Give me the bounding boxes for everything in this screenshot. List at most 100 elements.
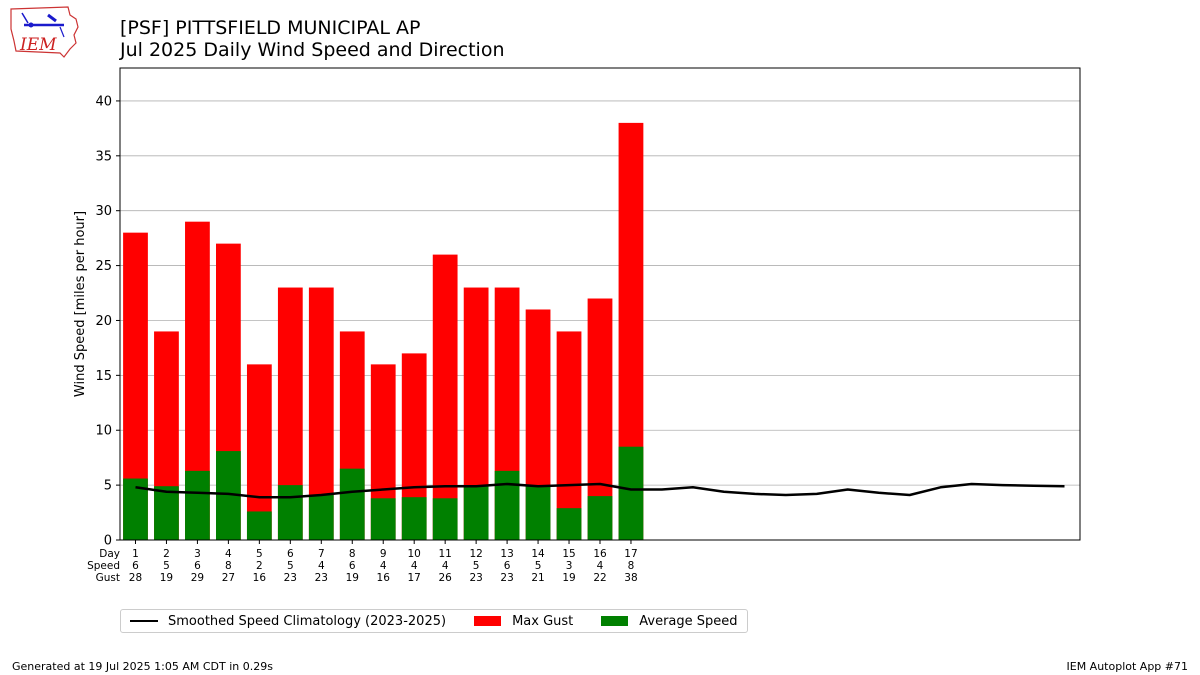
y-tick-label: 30 xyxy=(95,204,112,219)
gust-label: 23 xyxy=(469,572,482,584)
speed-label: 8 xyxy=(225,560,232,572)
logo-text: IEM xyxy=(19,35,57,55)
speed-label: 5 xyxy=(163,560,170,572)
day-label: 17 xyxy=(624,548,637,560)
y-tick-label: 15 xyxy=(95,369,112,384)
gust-label: 17 xyxy=(408,572,421,584)
speed-label: 5 xyxy=(287,560,294,572)
legend-line-swatch xyxy=(130,620,158,622)
average-speed-bar xyxy=(246,511,272,540)
legend-item-average-speed: Average Speed xyxy=(601,613,738,629)
y-axis-ticks: 0 5 10 15 20 25 30 35 40 xyxy=(95,94,120,549)
average-speed-bar xyxy=(587,496,613,540)
day-label: 11 xyxy=(438,548,451,560)
speed-label: 5 xyxy=(535,560,542,572)
y-tick-label: 20 xyxy=(95,314,112,329)
y-tick-label: 40 xyxy=(95,94,112,109)
average-speed-bar xyxy=(370,498,396,540)
speed-label: 6 xyxy=(194,560,201,572)
gust-label: 19 xyxy=(562,572,575,584)
max-gust-bar xyxy=(556,331,582,540)
gust-label: 21 xyxy=(531,572,544,584)
day-label: 3 xyxy=(194,548,201,560)
average-speed-bar xyxy=(432,498,458,540)
app-credit: IEM Autoplot App #71 xyxy=(1066,660,1189,673)
average-speed-bar xyxy=(525,485,551,540)
day-label: 10 xyxy=(408,548,421,560)
speed-label: 6 xyxy=(132,560,139,572)
average-speed-bar xyxy=(556,508,582,540)
gust-label: 19 xyxy=(346,572,359,584)
day-label: 7 xyxy=(318,548,325,560)
chart-subtitle: Jul 2025 Daily Wind Speed and Direction xyxy=(120,39,505,61)
speed-label: 8 xyxy=(628,560,635,572)
day-label: 5 xyxy=(256,548,263,560)
gust-label: 16 xyxy=(253,572,267,584)
table-row-label: Gust xyxy=(96,572,120,584)
average-speed-bar xyxy=(277,485,303,540)
max-gust-bar xyxy=(246,364,272,540)
speed-label: 6 xyxy=(349,560,356,572)
speed-label: 4 xyxy=(318,560,325,572)
day-label: 14 xyxy=(531,548,545,560)
legend-label: Average Speed xyxy=(639,613,738,629)
gust-label: 23 xyxy=(500,572,513,584)
gust-label: 22 xyxy=(593,572,606,584)
legend-item-max-gust: Max Gust xyxy=(474,614,591,629)
average-speed-bar xyxy=(618,446,644,540)
speed-label: 4 xyxy=(597,560,604,572)
day-label: 12 xyxy=(469,548,482,560)
gust-label: 38 xyxy=(624,572,637,584)
gust-label: 23 xyxy=(315,572,328,584)
y-tick-label: 0 xyxy=(104,534,112,549)
legend-swatch xyxy=(601,616,629,626)
average-speed-bar xyxy=(463,486,489,540)
gust-label: 27 xyxy=(222,572,235,584)
average-speed-bar xyxy=(401,497,427,540)
iem-logo: IEM xyxy=(10,6,79,58)
chart-title: [PSF] PITTSFIELD MUNICIPAL AP xyxy=(120,17,421,39)
average-speed-bar xyxy=(339,468,365,540)
day-speed-gust-table: DaySpeedGust1628251936294827521665237423… xyxy=(87,540,638,584)
gust-label: 19 xyxy=(160,572,173,584)
legend-label: Max Gust xyxy=(512,613,574,629)
day-label: 2 xyxy=(163,548,170,560)
gust-label: 23 xyxy=(284,572,297,584)
legend: Smoothed Speed Climatology (2023-2025) M… xyxy=(120,609,748,633)
legend-item-climatology: Smoothed Speed Climatology (2023-2025) xyxy=(130,614,464,629)
gust-label: 29 xyxy=(191,572,204,584)
climatology-line xyxy=(135,482,1065,499)
speed-label: 2 xyxy=(256,560,263,572)
climatology-line-group xyxy=(135,482,1065,499)
day-label: 6 xyxy=(287,548,294,560)
day-label: 13 xyxy=(500,548,513,560)
speed-label: 4 xyxy=(380,560,387,572)
average-speed-bar xyxy=(154,486,179,540)
day-label: 8 xyxy=(349,548,356,560)
speed-label: 4 xyxy=(411,560,418,572)
generated-timestamp: Generated at 19 Jul 2025 1:05 AM CDT in … xyxy=(12,660,273,673)
y-axis-label: Wind Speed [miles per hour] xyxy=(73,211,88,397)
max-gust-bar xyxy=(432,254,458,540)
day-label: 9 xyxy=(380,548,387,560)
day-label: 16 xyxy=(593,548,607,560)
table-row-label: Day xyxy=(99,548,120,560)
speed-label: 4 xyxy=(442,560,449,572)
day-label: 15 xyxy=(562,548,575,560)
y-tick-label: 35 xyxy=(95,149,112,164)
average-speed-bar xyxy=(185,470,210,540)
gust-label: 16 xyxy=(377,572,391,584)
speed-label: 5 xyxy=(473,560,480,572)
y-tick-label: 25 xyxy=(95,259,112,274)
y-tick-label: 10 xyxy=(95,424,112,439)
speed-label: 6 xyxy=(504,560,511,572)
legend-label: Smoothed Speed Climatology (2023-2025) xyxy=(168,613,447,629)
y-tick-label: 5 xyxy=(104,479,112,494)
average-speed-bar xyxy=(308,494,334,540)
speed-label: 3 xyxy=(566,560,573,572)
gust-label: 28 xyxy=(129,572,142,584)
table-row-label: Speed xyxy=(87,560,120,572)
legend-swatch xyxy=(474,616,502,626)
day-label: 1 xyxy=(132,548,139,560)
